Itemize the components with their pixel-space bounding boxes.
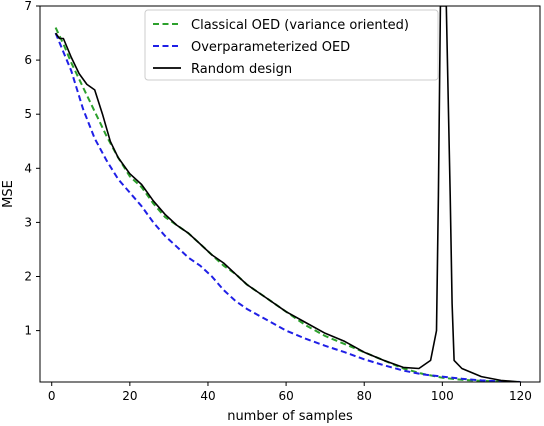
legend: Classical OED (variance oriented) Overpa…: [144, 9, 439, 81]
y-tick-label: 1: [24, 324, 32, 338]
x-tick-label: 100: [431, 389, 454, 403]
y-tick-label: 3: [24, 215, 32, 229]
ticks-layer: 0 20 40 60 80 100 120 1 2 3 4 5 6 7: [24, 0, 532, 403]
series-layer: [54, 6, 521, 382]
legend-label-random: Random design: [191, 62, 292, 77]
legend-label-classical: Classical OED (variance oriented): [191, 18, 409, 33]
y-tick-label: 4: [24, 161, 32, 175]
legend-label-overparameterized: Overparameterized OED: [191, 40, 350, 55]
y-tick-label: 5: [24, 107, 32, 121]
axes-frame: [39, 5, 541, 383]
x-tick-label: 0: [48, 389, 56, 403]
x-tick-label: 20: [122, 389, 137, 403]
x-axis-label: number of samples: [227, 409, 353, 424]
series-line-random-design: [54, 6, 521, 382]
x-tick-label: 40: [200, 389, 215, 403]
x-tick-label: 60: [278, 389, 293, 403]
y-axis-label: MSE: [1, 180, 16, 208]
series-line-classical-oed: [54, 27, 521, 382]
y-tick-label: 7: [24, 0, 32, 13]
x-tick-label: 120: [509, 389, 532, 403]
x-tick-label: 80: [357, 389, 372, 403]
y-tick-label: 2: [24, 270, 32, 284]
y-tick-label: 6: [24, 53, 32, 67]
legend-box: [144, 9, 439, 81]
